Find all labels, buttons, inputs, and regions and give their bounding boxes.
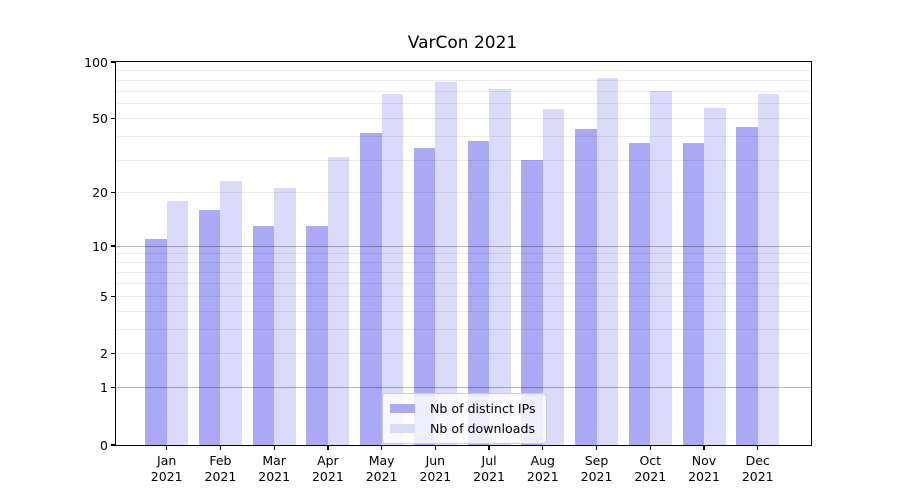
x-tick-label: Mar 2021 (258, 453, 291, 484)
gridline-minor (116, 159, 811, 161)
y-axis-tick (110, 444, 115, 446)
x-axis-tick (595, 446, 598, 451)
x-tick-label: May 2021 (365, 453, 398, 484)
legend-swatch-downloads (390, 423, 415, 434)
bar-distinct-ips (198, 209, 221, 445)
gridline-minor (116, 136, 811, 138)
bar-distinct-ips (736, 127, 758, 445)
x-axis-tick (542, 446, 544, 451)
x-tick-label: Jun 2021 (419, 453, 452, 484)
bar-downloads (650, 91, 672, 445)
x-axis-tick (380, 446, 383, 451)
gridline-minor (116, 271, 811, 273)
bar-downloads (435, 82, 457, 445)
gridline-minor (116, 262, 811, 264)
bar-distinct-ips (413, 147, 436, 445)
gridline-minor (116, 103, 811, 105)
y-axis-tick (110, 295, 115, 297)
x-axis-tick (166, 446, 168, 451)
gridline-minor (116, 253, 811, 255)
gridline-minor (116, 79, 811, 81)
x-tick-label: Jan 2021 (150, 453, 183, 484)
y-axis-tick (110, 245, 115, 247)
gridline-major (116, 386, 811, 388)
bar-distinct-ips (628, 143, 651, 445)
plot-area: Nb of distinct IPs Nb of downloads 0 1 2 5 1… (84, 55, 812, 484)
x-axis-tick (757, 446, 759, 451)
x-axis-tick (488, 446, 490, 451)
x-tick-label: Dec 2021 (741, 453, 774, 484)
x-axis-tick (649, 446, 651, 451)
y-axis-tick (110, 61, 115, 63)
y-axis-tick (110, 191, 115, 193)
bar-distinct-ips (682, 143, 704, 445)
bar-downloads (166, 200, 189, 445)
bar-downloads (757, 93, 780, 445)
x-tick-label: Apr 2021 (311, 453, 344, 484)
gridline-minor (116, 295, 811, 297)
x-axis-tick (703, 446, 705, 451)
x-tick-label: Jul 2021 (473, 453, 505, 484)
legend-label-ips: Nb of distinct IPs (430, 401, 536, 416)
x-axis-tick (434, 446, 436, 451)
bar-downloads (704, 108, 726, 445)
x-axis-tick (273, 446, 275, 451)
bar-downloads (542, 109, 565, 445)
gridline-minor (116, 283, 811, 284)
gridline-minor (116, 191, 811, 193)
y-tick-label: 10 (92, 238, 108, 254)
y-axis-tick (110, 353, 115, 355)
y-tick-label: 5 (100, 288, 108, 304)
x-tick-label: Aug 2021 (526, 453, 559, 484)
y-tick-label: 100 (84, 54, 108, 70)
gridline-minor (116, 353, 811, 355)
legend: Nb of distinct IPs Nb of downloads (382, 393, 547, 444)
bar-downloads (381, 93, 404, 445)
y-tick-label: 1 (100, 379, 108, 395)
y-tick-label: 0 (100, 437, 108, 453)
legend-item-downloads: Nb of downloads (390, 419, 536, 438)
y-tick-label: 50 (92, 111, 108, 127)
gridline-minor (116, 310, 811, 312)
bar-distinct-ips (521, 160, 543, 445)
x-tick-label: Feb 2021 (204, 453, 237, 484)
chart-title: VarCon 2021 (407, 33, 518, 53)
gridline-minor (116, 118, 811, 120)
bar-distinct-ips (575, 129, 597, 445)
bar-downloads (274, 188, 296, 445)
legend-swatch-ips (390, 403, 415, 414)
x-axis-tick (327, 446, 329, 451)
gridline-minor (116, 329, 811, 331)
bar-distinct-ips (360, 132, 382, 445)
legend-label-downloads: Nb of downloads (430, 421, 536, 436)
y-tick-label: 20 (92, 184, 108, 200)
y-axis-tick (110, 386, 115, 389)
legend-item-ips: Nb of distinct IPs (390, 399, 536, 418)
bar-distinct-ips (252, 225, 275, 445)
y-tick-label: 2 (100, 346, 108, 362)
bar-downloads (596, 78, 619, 445)
x-axis-tick (219, 446, 222, 451)
bar-distinct-ips (467, 140, 490, 445)
bar-downloads (327, 157, 350, 445)
x-tick-label: Sep 2021 (580, 453, 613, 484)
gridline-minor (116, 70, 811, 72)
bar-distinct-ips (145, 238, 167, 445)
x-tick-label: Nov 2021 (688, 453, 720, 484)
bar-distinct-ips (306, 225, 328, 445)
x-tick-label: Oct 2021 (634, 453, 667, 484)
gridline-major (116, 245, 811, 247)
gridline-minor (116, 90, 811, 92)
y-axis-tick (110, 118, 115, 120)
bar-downloads (489, 88, 511, 445)
bar-downloads (220, 181, 242, 445)
